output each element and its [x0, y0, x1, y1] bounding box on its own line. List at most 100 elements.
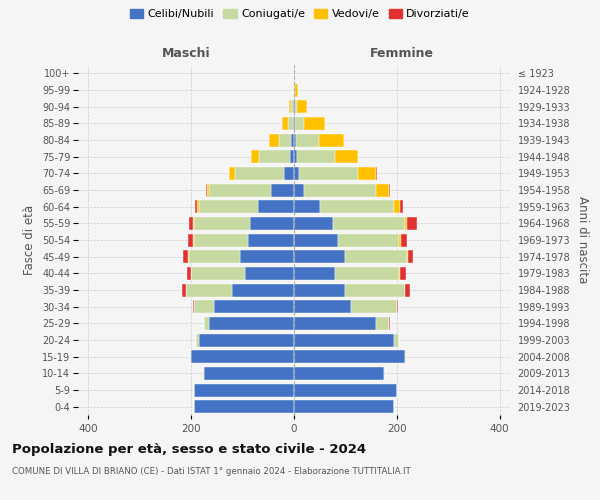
Bar [294, 134, 296, 146]
Bar [194, 400, 294, 413]
Bar [209, 317, 294, 330]
Bar [199, 334, 294, 346]
Bar [294, 250, 346, 263]
Bar [250, 217, 294, 230]
Bar [304, 117, 325, 130]
Text: Popolazione per età, sesso e stato civile - 2024: Popolazione per età, sesso e stato civil… [12, 442, 366, 456]
Bar [294, 67, 295, 80]
Bar [235, 167, 284, 180]
Bar [294, 234, 338, 246]
Bar [335, 267, 400, 280]
Bar [400, 267, 406, 280]
Bar [183, 250, 188, 263]
Bar [401, 234, 407, 246]
Bar [294, 367, 384, 380]
Text: COMUNE DI VILLA DI BRIANO (CE) - Dati ISTAT 1° gennaio 2024 - Elaborazione TUTTI: COMUNE DI VILLA DI BRIANO (CE) - Dati IS… [12, 468, 411, 476]
Bar [407, 217, 418, 230]
Bar [197, 200, 199, 213]
Bar [190, 350, 191, 363]
Legend: Celibi/Nubili, Coniugati/e, Vedovi/e, Divorziati/e: Celibi/Nubili, Coniugati/e, Vedovi/e, Di… [127, 6, 473, 22]
Bar [299, 167, 358, 180]
Bar [187, 267, 191, 280]
Bar [295, 84, 298, 96]
Bar [278, 134, 292, 146]
Bar [389, 184, 390, 196]
Bar [259, 150, 290, 163]
Bar [195, 200, 197, 213]
Bar [319, 134, 344, 146]
Bar [194, 300, 214, 313]
Bar [296, 150, 335, 163]
Bar [294, 117, 295, 130]
Bar [204, 317, 209, 330]
Bar [304, 184, 376, 196]
Bar [290, 150, 294, 163]
Bar [407, 250, 408, 263]
Bar [292, 100, 293, 113]
Text: Maschi: Maschi [161, 47, 211, 60]
Bar [294, 184, 304, 196]
Bar [397, 300, 398, 313]
Bar [338, 234, 400, 246]
Bar [296, 134, 319, 146]
Bar [229, 167, 235, 180]
Bar [294, 267, 335, 280]
Bar [346, 250, 407, 263]
Bar [294, 200, 320, 213]
Bar [199, 200, 258, 213]
Bar [245, 267, 294, 280]
Bar [232, 284, 294, 296]
Bar [269, 134, 278, 146]
Bar [295, 100, 297, 113]
Bar [248, 234, 294, 246]
Text: Femmine: Femmine [370, 47, 434, 60]
Bar [404, 217, 407, 230]
Bar [189, 217, 193, 230]
Bar [289, 100, 292, 113]
Bar [203, 367, 204, 380]
Bar [295, 117, 304, 130]
Bar [294, 400, 394, 413]
Bar [294, 300, 350, 313]
Bar [320, 200, 394, 213]
Bar [214, 300, 294, 313]
Bar [240, 250, 294, 263]
Bar [293, 117, 294, 130]
Y-axis label: Anni di nascita: Anni di nascita [576, 196, 589, 284]
Bar [194, 234, 248, 246]
Y-axis label: Fasce di età: Fasce di età [23, 205, 37, 275]
Bar [335, 150, 358, 163]
Bar [297, 100, 307, 113]
Bar [376, 317, 389, 330]
Bar [251, 150, 259, 163]
Bar [209, 184, 271, 196]
Bar [284, 167, 294, 180]
Bar [294, 284, 346, 296]
Bar [404, 350, 406, 363]
Bar [405, 284, 410, 296]
Bar [294, 334, 394, 346]
Bar [292, 134, 294, 146]
Bar [294, 217, 332, 230]
Bar [394, 334, 400, 346]
Bar [408, 250, 413, 263]
Bar [384, 367, 385, 380]
Bar [394, 200, 400, 213]
Bar [294, 350, 404, 363]
Bar [182, 284, 186, 296]
Bar [400, 234, 401, 246]
Bar [294, 84, 295, 96]
Bar [389, 317, 390, 330]
Bar [186, 284, 232, 296]
Bar [294, 317, 376, 330]
Bar [288, 117, 293, 130]
Bar [188, 234, 193, 246]
Bar [193, 300, 194, 313]
Bar [193, 217, 194, 230]
Bar [376, 184, 389, 196]
Bar [350, 300, 397, 313]
Bar [332, 217, 404, 230]
Bar [400, 200, 403, 213]
Bar [206, 184, 209, 196]
Bar [281, 117, 288, 130]
